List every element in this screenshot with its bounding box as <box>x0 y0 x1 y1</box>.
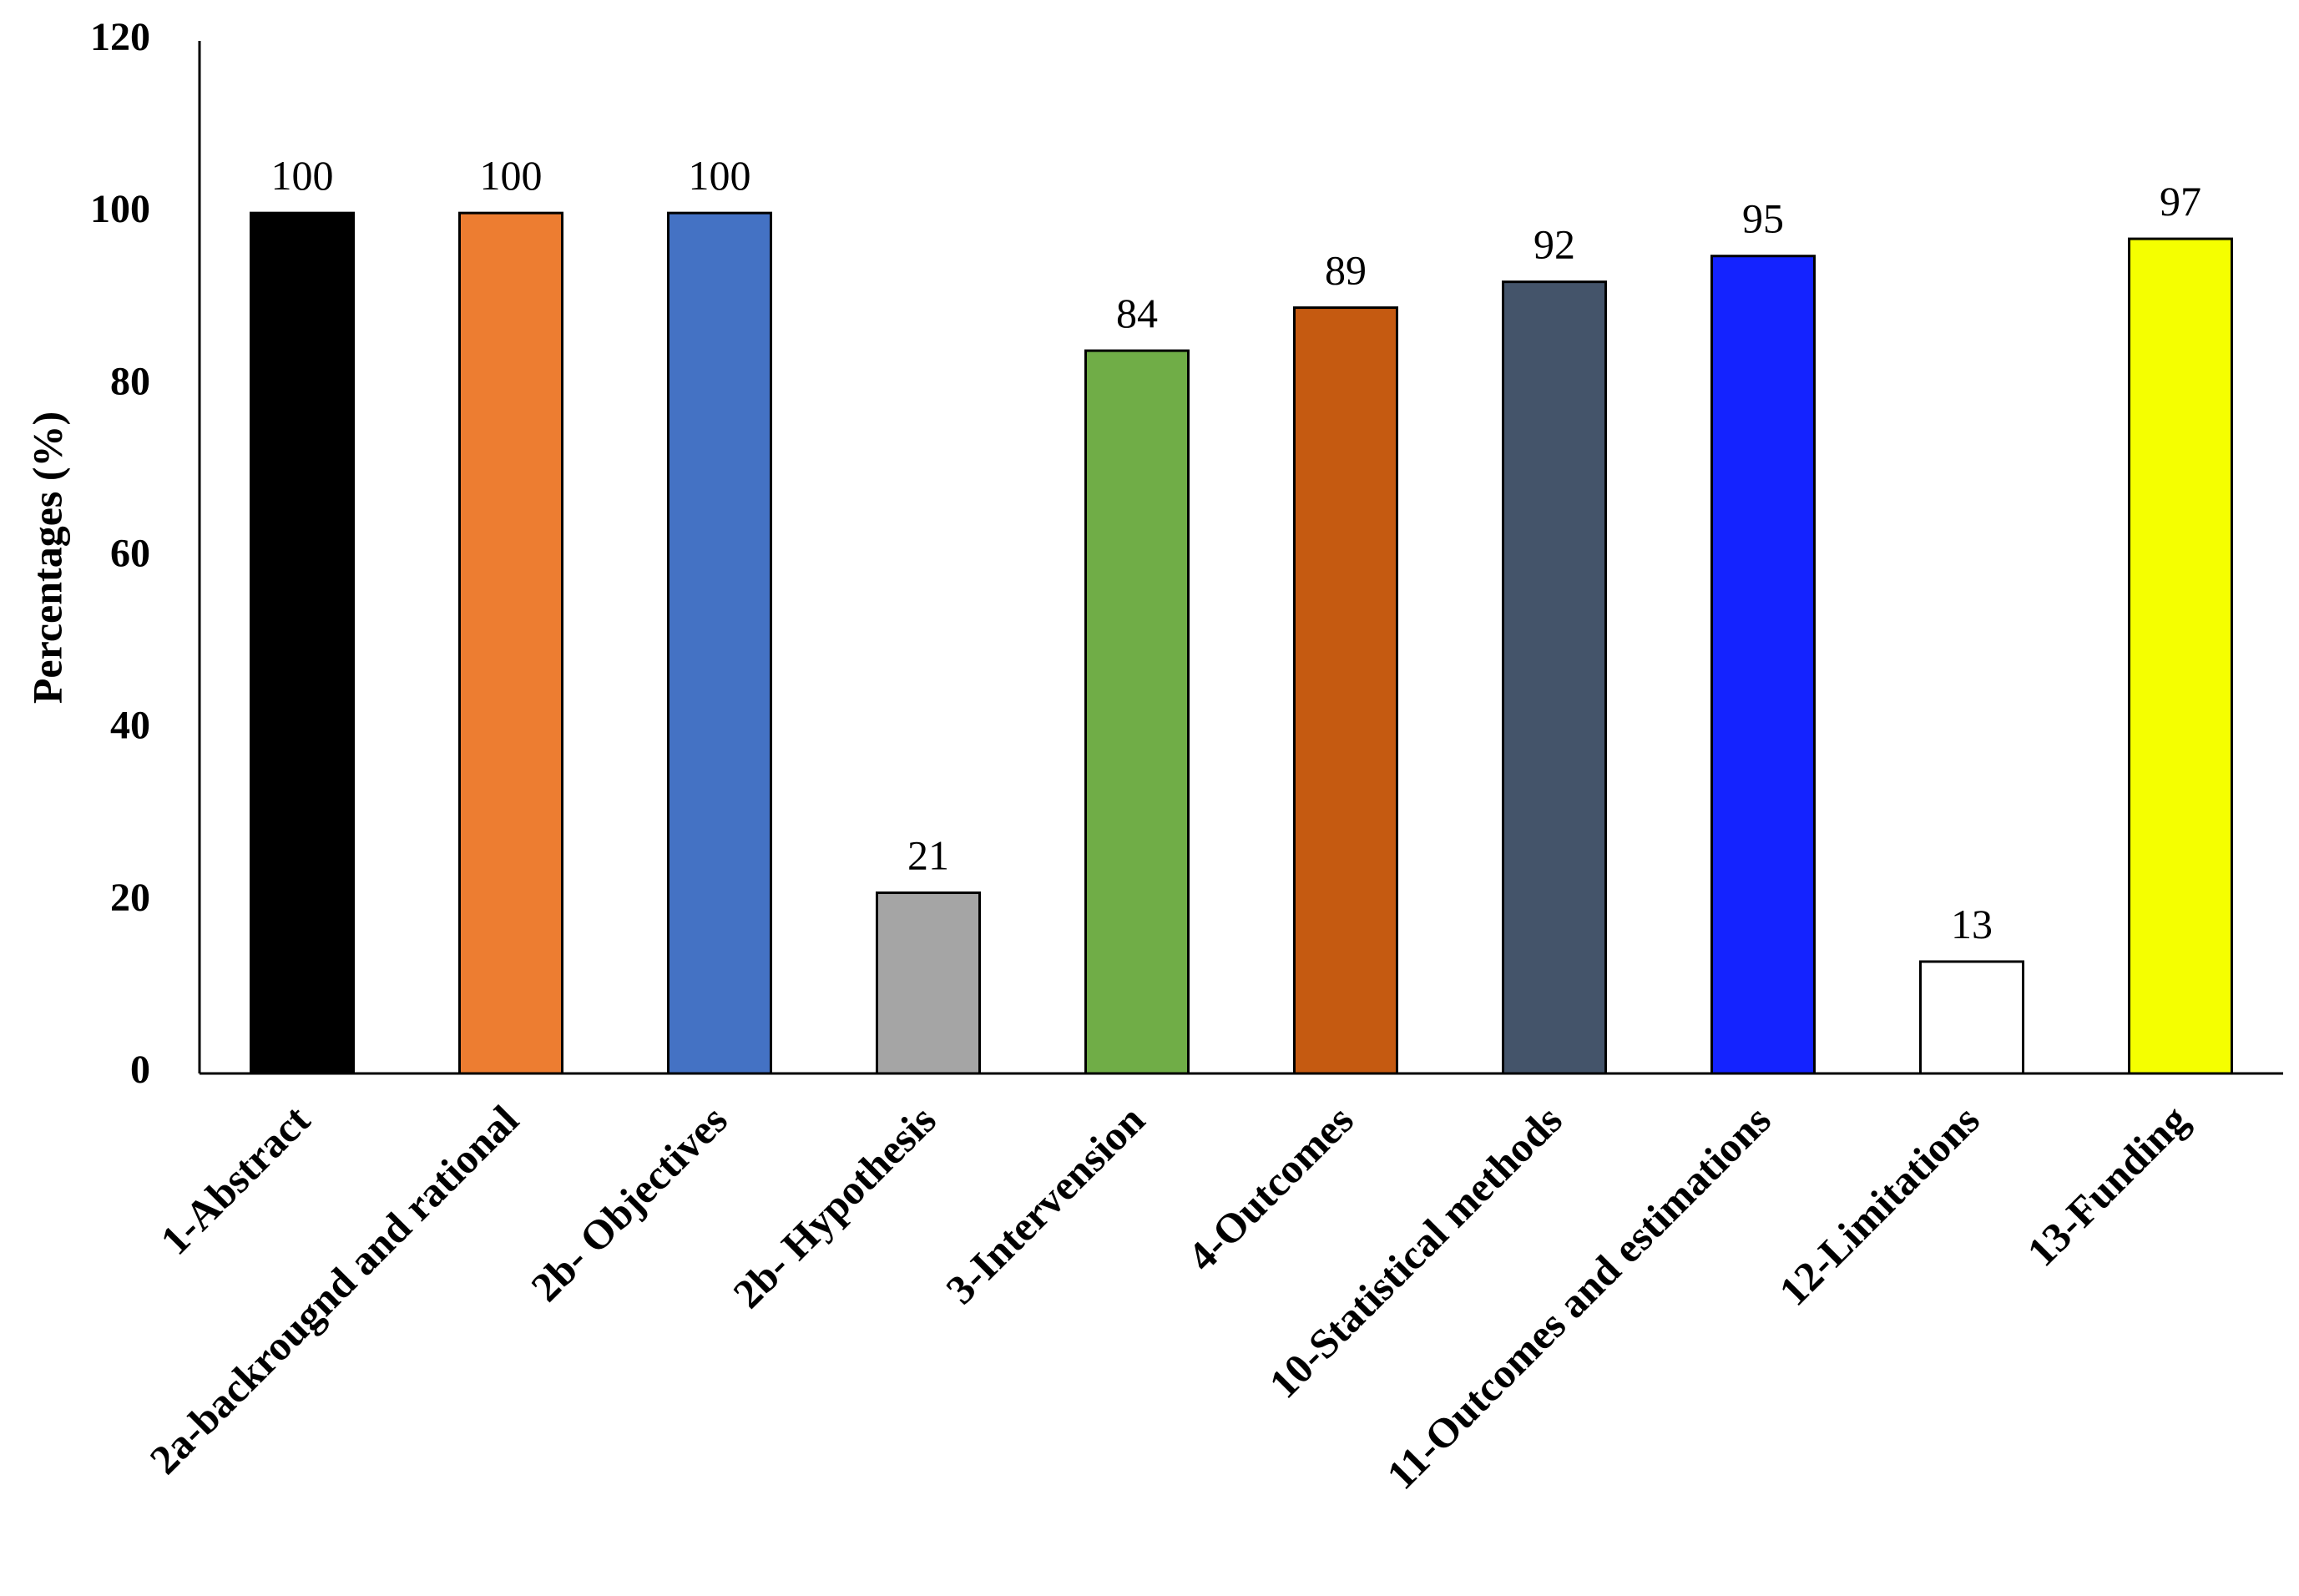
data-label: 89 <box>1325 247 1367 294</box>
data-label: 100 <box>271 152 334 199</box>
data-label: 13 <box>1951 901 1993 947</box>
bar <box>1710 255 1816 1075</box>
data-label: 100 <box>480 152 543 199</box>
bar <box>667 211 772 1075</box>
data-label: 21 <box>907 832 949 879</box>
x-category-label: 3-Intervension <box>937 1096 1154 1313</box>
data-label: 95 <box>1742 195 1784 242</box>
y-tick-label: 40 <box>110 704 150 748</box>
x-category-label: 11-Outcomes and estimations <box>1377 1096 1780 1498</box>
y-tick-label: 100 <box>90 187 150 231</box>
bar <box>1919 960 2024 1075</box>
y-tick-label: 20 <box>110 876 150 920</box>
x-category-label: 13-Funding <box>2018 1096 2196 1275</box>
value-labels-layer: 100 100 100 21 84 89 92 95 13 97 <box>271 152 2202 947</box>
y-tick-label: 0 <box>130 1048 150 1092</box>
bar <box>250 211 355 1075</box>
x-category-label: 1-Abstract <box>151 1096 319 1264</box>
x-category-label: 12-Limitations <box>1770 1096 1988 1315</box>
bar <box>458 211 563 1075</box>
bar <box>2128 237 2233 1075</box>
data-label: 97 <box>2160 178 2201 225</box>
bar <box>1084 349 1190 1075</box>
bars-layer <box>250 211 2233 1075</box>
bar <box>1293 306 1398 1075</box>
data-label: 84 <box>1116 290 1158 336</box>
y-axis-label: Percentages (%) <box>23 412 70 704</box>
x-category-label: 2a-backrougnd and rational <box>140 1096 527 1482</box>
y-tick-labels: 0 20 40 60 80 100 120 <box>90 15 150 1092</box>
bar <box>876 891 981 1075</box>
bar <box>1502 280 1607 1075</box>
x-category-label: 4-Outcomes <box>1179 1096 1362 1280</box>
data-label: 100 <box>689 152 751 199</box>
x-category-label: 2b- Objectives <box>522 1096 736 1311</box>
data-label: 92 <box>1534 221 1575 268</box>
x-category-label: 2b- Hypothesis <box>724 1096 945 1317</box>
y-tick-label: 120 <box>90 15 150 59</box>
y-tick-label: 80 <box>110 359 150 403</box>
y-tick-label: 60 <box>110 532 150 576</box>
